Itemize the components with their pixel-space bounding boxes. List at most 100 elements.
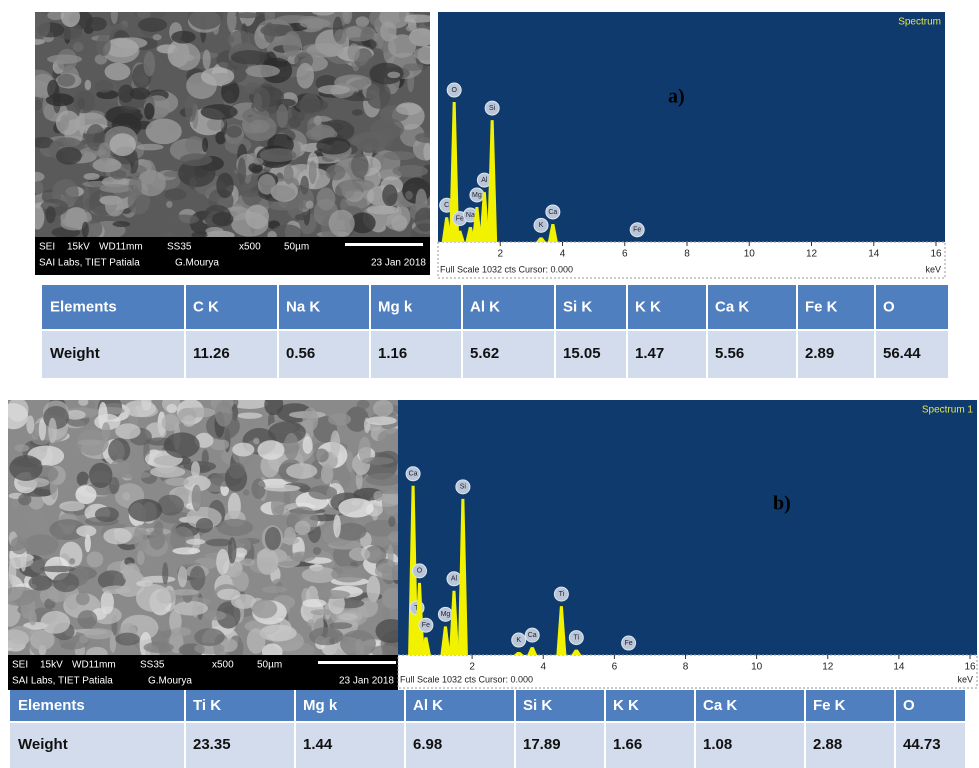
- grain: [241, 190, 262, 198]
- grain: [294, 213, 307, 221]
- grain: [373, 490, 384, 502]
- grain: [166, 403, 178, 414]
- grain: [302, 598, 327, 608]
- grain: [202, 137, 209, 153]
- grain: [370, 117, 405, 140]
- grain: [261, 643, 283, 655]
- peak-label: Na: [466, 212, 475, 219]
- grain: [351, 153, 369, 179]
- peak-label-bubble: [411, 563, 427, 579]
- grain: [47, 79, 60, 99]
- grain: [308, 160, 317, 185]
- sem-caption: SS35: [167, 242, 192, 253]
- table-header-cell: Al K: [413, 697, 443, 714]
- grain: [346, 451, 354, 473]
- grain: [355, 470, 363, 490]
- peak: [571, 649, 582, 655]
- grain: [11, 498, 19, 510]
- grain: [308, 485, 338, 500]
- grain: [302, 407, 319, 432]
- grain: [301, 566, 338, 584]
- grain: [232, 570, 249, 592]
- grain: [245, 204, 270, 230]
- grain: [75, 592, 90, 606]
- grain: [110, 12, 119, 25]
- peak-label: Ca: [409, 471, 418, 478]
- grain: [365, 472, 398, 486]
- grain: [35, 38, 45, 45]
- panel: SEI 15kV WD11mm SS35 x500 50µm SAI Labs, TIET …: [35, 12, 948, 378]
- grain: [249, 119, 270, 134]
- table-cell: 1.44: [303, 736, 333, 753]
- table-header-cell: Mg k: [378, 298, 413, 315]
- peak: [440, 626, 451, 655]
- x-tick-label: 10: [744, 249, 756, 260]
- table-cell: 0.56: [286, 345, 315, 362]
- grain: [307, 619, 315, 627]
- peak: [449, 102, 460, 242]
- grain: [317, 590, 351, 600]
- grain: [165, 477, 189, 486]
- grain: [177, 566, 188, 588]
- table-header-cell: Na K: [286, 298, 320, 315]
- grain: [257, 174, 276, 195]
- grain: [40, 565, 76, 573]
- grain: [316, 187, 336, 211]
- grain: [263, 484, 301, 492]
- grain: [55, 110, 81, 136]
- grain: [145, 118, 182, 145]
- sem-caption: G.Mourya: [175, 258, 219, 269]
- x-tick-label: 2: [469, 662, 475, 673]
- grain: [10, 536, 28, 555]
- grain: [115, 423, 141, 440]
- grain: [162, 232, 176, 237]
- grain: [133, 12, 166, 19]
- table-cell: 1.47: [635, 345, 664, 362]
- grain: [135, 584, 172, 612]
- grain: [48, 588, 68, 603]
- grain: [94, 413, 121, 431]
- sem-texture: [35, 12, 430, 237]
- grain: [8, 586, 37, 606]
- peak: [547, 223, 558, 242]
- grain: [313, 448, 329, 463]
- sem-caption: WD11mm: [99, 242, 143, 253]
- grain: [104, 38, 139, 58]
- grain: [84, 79, 92, 91]
- grain: [233, 547, 248, 558]
- grain: [380, 21, 397, 42]
- grain: [76, 471, 90, 487]
- grain: [191, 484, 202, 512]
- peak-label-bubble: [568, 630, 584, 646]
- peak-label-bubble: [455, 479, 471, 495]
- grain: [109, 459, 130, 478]
- peak-label: C: [444, 202, 449, 209]
- grain: [201, 449, 209, 467]
- x-tick-label: 2: [497, 249, 503, 260]
- grain: [237, 157, 247, 186]
- table-cell: 2.89: [805, 345, 834, 362]
- peak-label-bubble: [553, 586, 569, 602]
- grain: [202, 49, 211, 70]
- x-tick-label: 10: [751, 662, 763, 673]
- grain: [149, 466, 186, 478]
- peak-label-bubble: [484, 100, 500, 116]
- grain: [330, 430, 341, 458]
- grain: [282, 30, 302, 57]
- grain: [28, 510, 48, 534]
- spectrum-footer: Full Scale 1032 cts Cursor: 0.000: [440, 264, 573, 274]
- grain: [396, 103, 422, 115]
- sem-texture: [8, 400, 398, 655]
- grain: [178, 159, 216, 188]
- grain: [252, 87, 271, 112]
- grain: [366, 205, 399, 215]
- grain: [345, 406, 369, 432]
- grain: [305, 200, 314, 209]
- grain: [143, 51, 156, 77]
- peak-label: K: [516, 637, 521, 644]
- grain: [136, 550, 145, 566]
- grain: [349, 212, 376, 234]
- grain: [164, 188, 187, 201]
- grain: [59, 501, 85, 512]
- grain: [182, 415, 196, 427]
